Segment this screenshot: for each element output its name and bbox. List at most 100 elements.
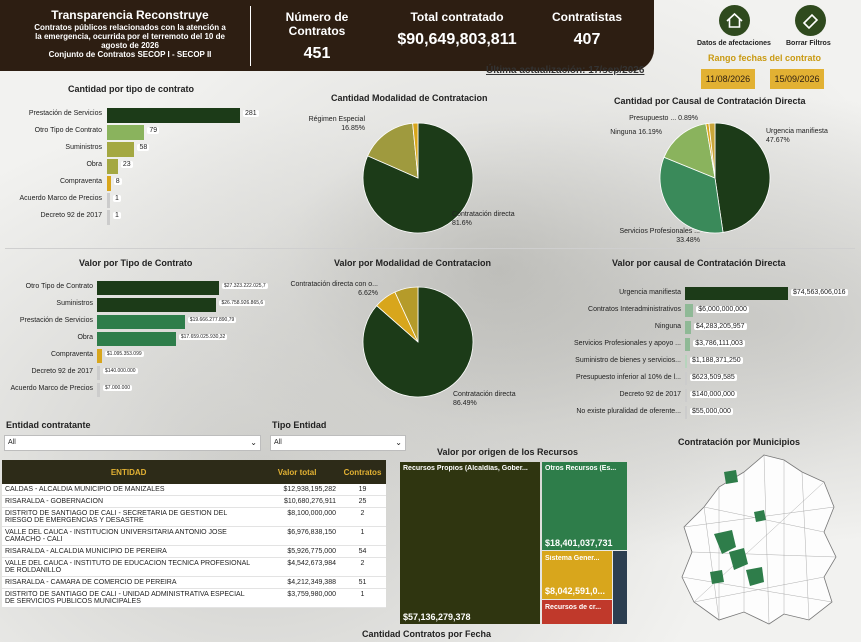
date-range-title: Rango fechas del contrato [708,53,822,63]
bar[interactable] [97,383,100,397]
entidad-dropdown-value: All [8,439,16,446]
bar[interactable] [685,287,788,300]
bar[interactable] [107,159,118,174]
bar[interactable] [685,389,687,402]
bar[interactable] [685,372,687,385]
bar[interactable] [97,349,102,363]
bar-value-label: $27.323.222.025,7 [222,283,268,289]
pie-slice[interactable] [714,122,771,233]
cell-valor: $3,759,980,000 [255,588,339,608]
panel-title-fecha: Cantidad Contratos por Fecha [362,629,492,639]
bar[interactable] [685,304,694,317]
cell-valor: $12,938,195,282 [255,484,339,496]
bar[interactable] [97,315,185,329]
column-header-valor[interactable]: Valor total [255,460,339,484]
chart-cant-causal: Urgencia manifiesta 47.67% Servicios Profe… [610,115,828,244]
bar-category-label: Otro Tipo de Contrato [34,127,102,134]
bar-value-label: 1 [113,195,121,202]
bar-value-label: 1 [113,212,121,219]
pie-slice[interactable] [663,123,716,179]
bar-value-label: $623,509,585 [690,374,737,381]
date-end-input[interactable]: 15/09/2026 [770,69,824,89]
bar-value-label: 8 [113,178,122,185]
chevron-down-icon: ⌄ [250,438,257,447]
bar-value-label: $55,000,000 [690,408,733,415]
table-row[interactable]: RISARALDA - GOBERNACION $10,680,276,911 25 [2,495,386,508]
table-row[interactable]: RISARALDA - ALCALDIA MUNICIPIO DE PEREIR… [2,545,386,558]
pie-slice[interactable] [394,286,419,343]
panel-title-cant-causal: Cantidad por Causal de Contratación Dire… [614,96,806,106]
bar[interactable] [107,142,135,157]
pie-label: Contratación directa con o... [290,281,378,288]
kpi-label: Número de Contratos [285,10,349,38]
kpi-value: 407 [573,31,601,48]
chart-valor-modalidad: Contratación directa con o... 6.62% Contra… [290,281,515,407]
treemap-otros[interactable]: Otros Recursos (Es... $18,401,037,731 [542,462,627,550]
bar[interactable] [97,332,176,346]
bar[interactable] [107,176,111,191]
bar-value-label: 281 [243,110,259,117]
pie-label: Régimen Especial [309,116,366,123]
pie-label: Presupuesto ... 0.89% [629,115,698,122]
treemap-small[interactable] [613,551,627,624]
treemap-credito[interactable]: Recursos de cr... [542,600,612,624]
bar[interactable] [107,193,110,208]
municipios-map[interactable] [674,452,857,627]
bar-category-label: Prestación de Servicios [19,317,93,324]
cell-valor: $6,976,838,150 [255,526,339,546]
cell-contratos: 2 [339,507,386,527]
bar[interactable] [107,125,145,140]
cell-entidad: DISTRITO DE SANTIAGO DE CALI - SECRETARI… [2,507,256,527]
last-update: Última actualización: 17/sep/2026 [486,65,645,76]
pie-label: Ninguna 16.19% [610,129,662,136]
bar[interactable] [97,366,100,380]
header-banner: Transparencia Reconstruye Contratos públ… [0,0,654,71]
treemap-label: Otros Recursos (Es... [545,465,617,472]
bar[interactable] [107,108,240,123]
entidad-dropdown[interactable]: All ⌄ [4,435,261,451]
bar[interactable] [685,406,687,419]
bar[interactable] [97,281,219,295]
app-subtitle: Contratos públicos relacionados con la a… [34,23,226,50]
bar-category-label: Otro Tipo de Contrato [25,283,93,290]
borrar-filtros-label: Borrar Filtros [786,40,831,47]
pie-slice[interactable] [708,122,716,179]
home-icon [726,12,743,28]
bar[interactable] [685,355,687,368]
bar[interactable] [685,321,691,334]
table-row[interactable]: VALLE DEL CAUCA - INSTITUCION UNIVERSITA… [2,526,386,546]
entidad-table: ENTIDAD Valor total Contratos CALDAS - A… [2,460,386,608]
treemap-propios[interactable]: Recursos Propios (Alcaldías, Gober... $5… [400,462,540,624]
bar[interactable] [685,338,691,351]
pie-label: 86.49% [453,400,477,407]
bar[interactable] [97,298,217,312]
table-row[interactable]: DISTRITO DE SANTIAGO DE CALI - UNIDAD AD… [2,588,386,608]
table-row[interactable]: CALDAS - ALCALDIA MUNICIPIO DE MANIZALES… [2,484,386,496]
bar-category-label: Decreto 92 de 2017 [40,212,103,219]
date-start-input[interactable]: 11/08/2026 [701,69,755,89]
bar-value-label: $74,563,606,016 [791,289,848,296]
bar-value-label: $19.666.277.890,79 [187,317,237,323]
table-row[interactable]: DISTRITO DE SANTIAGO DE CALI - SECRETARI… [2,507,386,527]
pie-slice[interactable] [412,122,419,179]
tipo-entidad-dropdown[interactable]: All ⌄ [270,435,406,451]
bar-value-label: 23 [120,161,133,168]
column-header-entidad[interactable]: ENTIDAD [2,460,256,484]
bar-category-label: Suministros [65,144,102,151]
treemap-label: Recursos de cr... [545,604,602,611]
cell-entidad: RISARALDA - GOBERNACION [2,495,256,508]
pie-slice[interactable] [659,156,724,234]
pie-slice[interactable] [367,122,419,179]
column-header-contratos[interactable]: Contratos [339,460,386,484]
borrar-filtros-button[interactable] [795,5,826,36]
bar-value-label: $1,188,371,250 [690,357,743,364]
bar-value-label: $4,283,205,957 [693,323,747,330]
bar[interactable] [107,210,110,225]
table-row[interactable]: RISARALDA - CAMARA DE COMERCIO DE PEREIR… [2,576,386,589]
treemap-sistema[interactable]: Sistema Gener... $8,042,591,0... [542,551,612,599]
bar-category-label: Suministro de bienes y servicios... [575,357,681,364]
cell-entidad: VALLE DEL CAUCA - INSTITUTO DE EDUCACION… [2,557,256,577]
cell-contratos: 19 [339,484,386,496]
afectaciones-button[interactable] [719,5,750,36]
table-row[interactable]: VALLE DEL CAUCA - INSTITUTO DE EDUCACION… [2,557,386,577]
